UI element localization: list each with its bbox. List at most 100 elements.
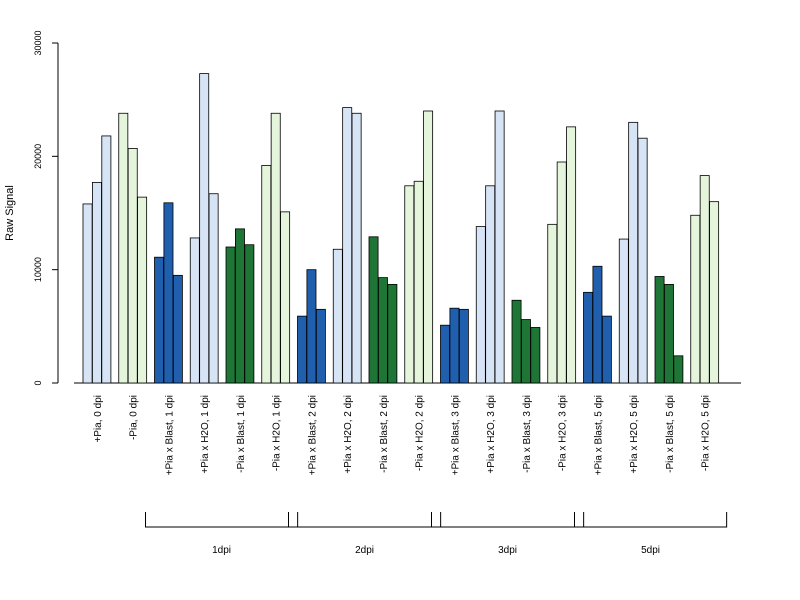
- bar-group: [189, 73, 219, 384]
- x-tick-label: -Pia x H2O, 5 dpi: [701, 395, 712, 471]
- x-tick-label: +Pia x Blast, 2 dpi: [307, 395, 318, 475]
- x-tick-label: +Pia, 0 dpi: [93, 395, 104, 443]
- bar: [547, 223, 558, 384]
- bar: [699, 175, 710, 384]
- bar-group: [583, 265, 612, 384]
- group-bracket: 3dpi: [431, 512, 585, 556]
- bar: [225, 246, 236, 384]
- bar: [387, 283, 398, 384]
- bar: [566, 126, 577, 384]
- bar: [297, 315, 308, 384]
- group-label: 5dpi: [641, 545, 660, 556]
- group-bracket-line: [431, 512, 585, 528]
- bar: [413, 180, 424, 384]
- bar: [601, 315, 612, 384]
- group-bracket: 1dpi: [145, 512, 299, 556]
- bar: [306, 269, 317, 384]
- group-bracket: 2dpi: [288, 512, 442, 556]
- bar: [172, 274, 183, 384]
- bar: [137, 196, 148, 384]
- bar: [118, 112, 129, 384]
- bar: [475, 226, 486, 384]
- bar: [280, 211, 291, 384]
- bar: [315, 308, 326, 384]
- bar: [368, 236, 379, 384]
- y-tick-label: 10000: [33, 257, 43, 282]
- x-tick-label: -Pia x Blast, 2 dpi: [379, 395, 390, 473]
- bar: [673, 355, 684, 384]
- x-tick-label: -Pia x Blast, 5 dpi: [665, 395, 676, 473]
- x-tick-label: +Pia x H2O, 1 dpi: [200, 395, 211, 474]
- x-tick-label: +Pia x Blast, 5 dpi: [593, 395, 604, 475]
- bar-group: [118, 112, 148, 384]
- bar-group: [618, 121, 648, 384]
- bar: [351, 112, 362, 384]
- bar: [82, 203, 93, 384]
- bar: [618, 238, 629, 384]
- bar: [494, 110, 505, 384]
- bar: [637, 137, 648, 384]
- bar: [199, 73, 210, 384]
- bar: [458, 308, 469, 384]
- bar: [154, 256, 165, 384]
- bar: [208, 193, 219, 384]
- x-tick-label: +Pia x H2O, 3 dpi: [486, 395, 497, 474]
- bar: [449, 307, 460, 384]
- y-axis-label: Raw Signal: [4, 185, 16, 241]
- y-axis: 0 10000 20000 30000: [33, 30, 59, 386]
- bar-group: [261, 112, 291, 384]
- x-tick-label: +Pia x Blast, 3 dpi: [450, 395, 461, 475]
- bar: [485, 185, 496, 384]
- x-tick-label: +Pia x H2O, 5 dpi: [629, 395, 640, 474]
- bar: [521, 319, 531, 384]
- bar: [654, 276, 665, 384]
- bar: [592, 265, 603, 384]
- group-bracket-line: [574, 512, 728, 528]
- bar-group: [82, 135, 112, 384]
- x-tick-label: +Pia x H2O, 2 dpi: [343, 395, 354, 474]
- bar: [664, 283, 674, 384]
- bar: [423, 110, 434, 384]
- bar: [163, 202, 174, 384]
- group-brackets: 1dpi 2dpi 3dpi 5dpi: [145, 512, 728, 556]
- bar: [342, 107, 353, 384]
- bar: [583, 291, 594, 384]
- x-tick-label: -Pia x Blast, 1 dpi: [236, 395, 247, 473]
- bar: [690, 214, 701, 384]
- bar-group: [547, 126, 577, 384]
- bar-group: [154, 202, 183, 384]
- x-tick-label: -Pia, 0 dpi: [129, 395, 140, 440]
- bar-group: [654, 276, 684, 384]
- bar-group: [690, 175, 720, 384]
- x-tick-label: -Pia x Blast, 3 dpi: [522, 395, 533, 473]
- bar: [709, 201, 720, 384]
- x-tick-label: -Pia x H2O, 2 dpi: [415, 395, 426, 471]
- bar: [234, 228, 245, 384]
- bar: [530, 327, 541, 384]
- bar-group: [511, 299, 541, 384]
- group-bracket-line: [145, 512, 299, 528]
- y-tick-label: 20000: [33, 144, 43, 169]
- group-bracket-line: [288, 512, 442, 528]
- group-bracket: 5dpi: [574, 512, 728, 556]
- bar: [244, 244, 255, 384]
- bar-group: [475, 110, 505, 384]
- x-tick-label: +Pia x Blast, 1 dpi: [164, 395, 175, 475]
- bar: [270, 112, 281, 384]
- group-label: 2dpi: [355, 545, 374, 556]
- bar: [556, 161, 567, 384]
- bar: [628, 121, 639, 384]
- x-tick-label: -Pia x H2O, 1 dpi: [272, 395, 283, 471]
- bar: [440, 324, 451, 384]
- bar-group: [332, 107, 362, 384]
- bar-group: [368, 236, 398, 384]
- bar-group: [404, 110, 434, 384]
- group-label: 1dpi: [212, 545, 231, 556]
- y-tick-label: 0: [33, 380, 43, 385]
- x-tick-label: -Pia x H2O, 3 dpi: [558, 395, 569, 471]
- bar-group: [297, 269, 326, 384]
- x-tick-labels: +Pia, 0 dpi -Pia, 0 dpi +Pia x Blast, 1 dp…: [93, 395, 712, 475]
- bars: [82, 73, 720, 384]
- bar-group: [440, 307, 469, 384]
